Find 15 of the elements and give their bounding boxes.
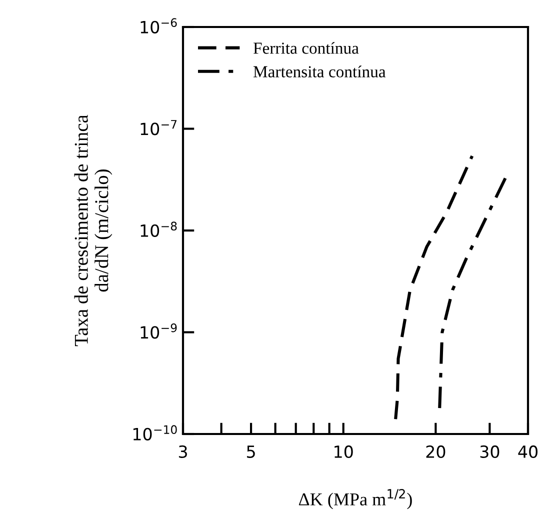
x-axis-title: ΔK (MPa m$^{1/2}$) <box>298 489 412 510</box>
y-tick-label: 10$^{−6}$ <box>140 18 177 34</box>
x-tick-label: 10 <box>334 445 353 458</box>
x-tick-label: 5 <box>247 446 255 458</box>
x-tick-label: 20 <box>426 445 446 458</box>
y-tick-label: 10$^{−8}$ <box>140 222 177 237</box>
legend-label: Ferrita contínua <box>253 42 359 54</box>
x-tick-label: 30 <box>480 445 500 458</box>
y-axis-title: Taxa de crescimento de trinca da/dN (m/ciclo) <box>74 114 112 346</box>
y-tick-label: 10$^{−9}$ <box>140 323 177 339</box>
y-tick-label: 10$^{−10}$ <box>133 425 177 440</box>
x-tick-label: 40 <box>518 445 538 458</box>
legend-label: Martensita contínua <box>253 66 386 78</box>
y-tick-label: 10$^{−7}$ <box>140 120 177 136</box>
x-tick-label: 3 <box>178 445 187 458</box>
